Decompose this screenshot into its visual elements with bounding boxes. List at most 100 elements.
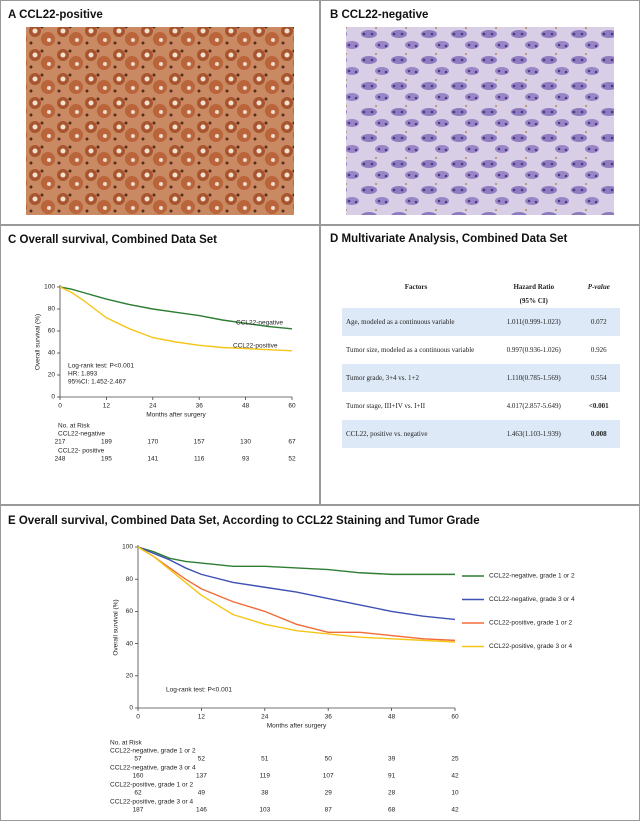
x-tick-label: 36 [325,714,333,721]
y-tick-label: 40 [48,350,56,357]
y-tick-label: 0 [129,705,133,712]
y-tick-label: 60 [126,608,134,615]
panel-title: B CCL22-negative [330,9,428,21]
risk-table-title: No. at Risk [110,740,143,747]
x-tick-label: 0 [136,714,140,721]
x-tick-label: 60 [288,403,296,410]
y-tick-label: 20 [48,372,56,379]
table-cell: 4.017(2.857-5.649) [506,402,561,410]
legend-label: CCL22-negative, grade 3 or 4 [489,596,575,603]
risk-table-title: No. at Risk [58,423,91,430]
legend-label: CCL22-negative [236,320,283,327]
risk-count: 38 [261,790,269,797]
y-axis-label: Overall survival (%) [35,314,42,370]
risk-count: 49 [198,790,206,797]
micrograph [346,27,614,215]
risk-count: 103 [259,807,270,814]
table-row: Tumor size, modeled as a continuous vari… [342,336,620,364]
subheader: (95% CI) [519,297,548,305]
chart-title: C Overall survival, Combined Data Set [8,234,217,246]
risk-count: 50 [325,756,333,763]
x-axis-label: Months after surgery [146,412,206,419]
risk-count: 187 [133,807,144,814]
survival-curve [59,286,293,330]
survival-curve [137,546,456,642]
legend-label: CCL22-positive [233,343,278,350]
table-cell: Age, modeled as a continuous variable [342,308,490,336]
risk-count: 28 [388,790,396,797]
x-tick-label: 12 [198,714,206,721]
risk-count: 87 [325,807,333,814]
risk-count: 217 [55,439,66,446]
x-tick-label: 60 [451,714,459,721]
risk-count: 137 [196,773,207,780]
risk-count: 42 [451,807,459,814]
y-tick-label: 80 [48,306,56,313]
risk-count: 130 [240,439,251,446]
table-cell: 0.997(0.936-1.026) [506,346,561,354]
risk-row-label: CCL22-negative, grade 1 or 2 [110,748,196,755]
table-cell: Tumor grade, 3+4 vs. 1+2 [342,364,490,392]
x-tick-label: 24 [261,714,269,721]
table-cell: 0.072 [577,308,620,336]
survival-curve [137,546,456,643]
panel-border [0,0,320,225]
risk-count: 107 [323,773,334,780]
panel-title: D Multivariate Analysis, Combined Data S… [330,233,567,245]
table-row: CCL22, positive vs. negative 1.463(1.103-… [342,420,620,448]
table-cell: Tumor size, modeled as a continuous vari… [346,346,475,354]
risk-row-label: CCL22-positive, grade 1 or 2 [110,782,193,789]
table-cell: 0.008 [577,420,620,448]
table-cell: 1.463(1.103-1.939) [490,420,578,448]
table-cell: CCL22, positive vs. negative [342,420,490,448]
table-cell: 0.926 [590,346,607,354]
y-tick-label: 20 [126,673,134,680]
risk-count: 52 [288,456,296,463]
risk-row-label: CCL22-positive, grade 3 or 4 [110,799,193,806]
risk-count: 248 [55,456,66,463]
panel-border [0,505,640,821]
risk-count: 62 [134,790,142,797]
risk-count: 52 [198,756,206,763]
risk-count: 119 [260,773,271,780]
x-axis-label: Months after surgery [267,723,327,730]
risk-count: 141 [147,456,158,463]
y-tick-label: 80 [126,576,134,583]
risk-count: 93 [242,456,250,463]
y-tick-label: 100 [44,284,55,291]
table-row: Age, modeled as a continuous variable 1.0… [342,308,620,336]
risk-count: 160 [133,773,144,780]
annotation: HR: 1.893 [68,371,98,378]
x-tick-label: 36 [196,403,204,410]
table-cell: 1.011(0.999-1.023) [490,308,578,336]
survival-curve [59,286,293,352]
table-cell: 1.110(0.785-1.569) [490,364,578,392]
x-tick-label: 48 [242,403,250,410]
y-tick-label: 60 [48,328,56,335]
legend-label: CCL22-negative, grade 1 or 2 [489,573,575,580]
risk-count: 146 [196,807,207,814]
risk-count: 57 [134,756,142,763]
x-tick-label: 48 [388,714,396,721]
header: Hazard Ratio [513,283,555,291]
micrograph [26,27,294,215]
y-tick-label: 0 [51,394,55,401]
table-row: Tumor stage, III+IV vs. I+II 4.017(2.857-… [342,392,620,420]
table-cell: <0.001 [588,402,609,410]
risk-count: 170 [147,439,158,446]
annotation: Log-rank test: P<0.001 [166,687,232,694]
y-tick-label: 100 [122,544,133,551]
x-tick-label: 0 [58,403,62,410]
risk-row-label: CCL22-negative, grade 3 or 4 [110,765,196,772]
annotation: 95%CI: 1.452-2.467 [68,379,126,386]
risk-count: 39 [388,756,396,763]
risk-count: 189 [101,439,112,446]
risk-count: 68 [388,807,396,814]
risk-count: 10 [451,790,459,797]
header: Factors [404,283,428,291]
survival-curve [137,546,455,576]
risk-count: 157 [194,439,205,446]
risk-count: 67 [288,439,296,446]
